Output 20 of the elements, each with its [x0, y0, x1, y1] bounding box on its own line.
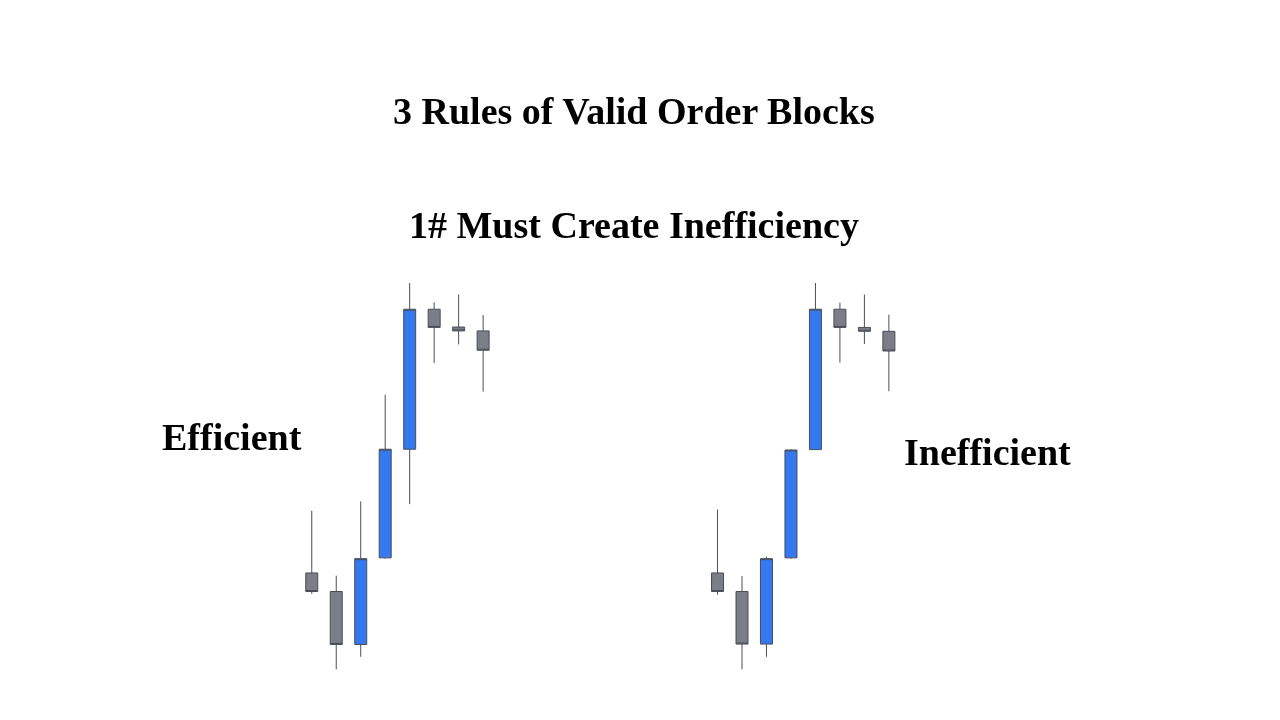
candlestick [476, 314, 490, 393]
text: 1# Must Create Inefficiency [409, 204, 859, 246]
candlestick [329, 575, 343, 670]
text: Inefficient [904, 431, 1072, 473]
candlestick [759, 556, 773, 658]
text: 3 Rules of Valid Order Blocks [393, 90, 875, 132]
annotation: Efficient [162, 416, 302, 458]
candlestick [378, 394, 392, 560]
candlestick [711, 509, 725, 596]
candlestick [452, 294, 466, 345]
candlestick [403, 282, 417, 505]
candlestick [735, 575, 749, 670]
candlestick [305, 510, 319, 595]
candlestick [857, 294, 871, 345]
candlestick [427, 301, 441, 364]
candlestick [833, 302, 847, 364]
candlestick [784, 448, 798, 560]
candlestick [882, 314, 896, 392]
candlestick [354, 500, 368, 658]
candlestick [808, 282, 822, 451]
